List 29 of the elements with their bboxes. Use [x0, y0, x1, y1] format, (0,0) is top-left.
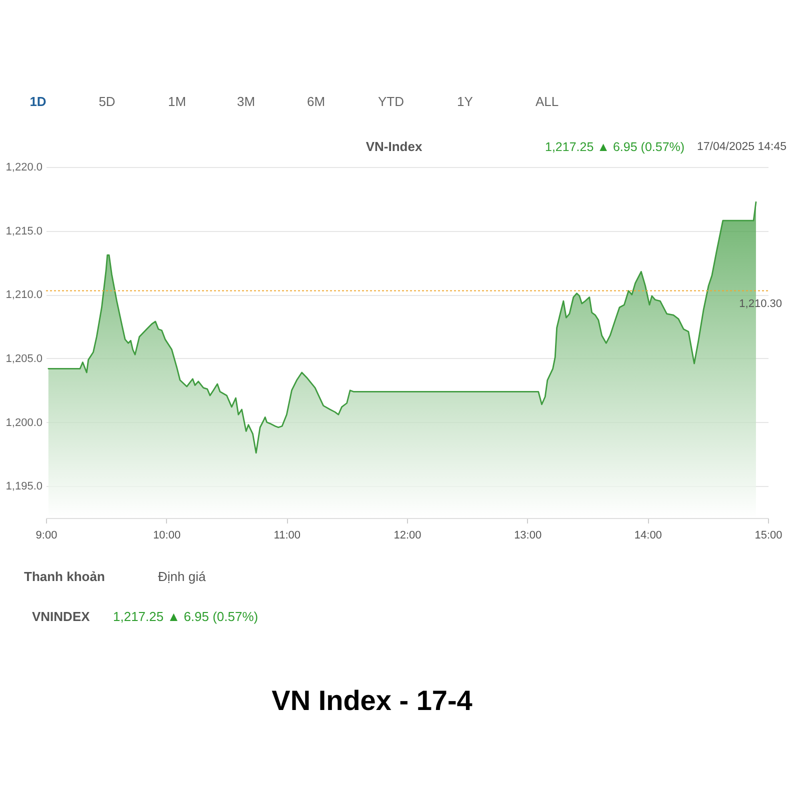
x-tick-label: 10:00	[153, 530, 181, 542]
y-tick-label: 1,205.0	[6, 352, 42, 365]
text: 1,217.25 ▲ 6.95 (0.57%)	[545, 140, 685, 154]
y-tick-label: 1,200.0	[6, 416, 42, 429]
text: VNINDEX	[32, 609, 90, 624]
text: 5D	[98, 94, 116, 109]
text: 1D	[30, 94, 46, 109]
chart-title: VN-Index	[366, 139, 423, 154]
text: 6M	[306, 94, 326, 109]
text: Thanh khoản	[24, 569, 105, 584]
y-tick-label: 1,220.0	[6, 162, 42, 174]
x-tick-label: 12:00	[394, 530, 422, 542]
text: Định giá	[158, 569, 206, 584]
y-tick-label: 1,210.0	[6, 289, 42, 302]
text: 1M	[168, 94, 186, 109]
y-tick-label: 1,195.0	[6, 480, 42, 493]
y-tick-label: 1,215.0	[6, 225, 42, 238]
x-tick-label: 11:00	[274, 530, 301, 542]
x-tick-label: 13:00	[514, 530, 542, 542]
text: 1,217.25 ▲ 6.95 (0.57%)	[113, 609, 258, 624]
text: ALL	[535, 94, 559, 109]
x-tick-label: 14:00	[634, 530, 662, 542]
text: 1Y	[457, 94, 474, 109]
text: VN Index - 17-4	[272, 685, 473, 716]
text: 17/04/2025 14:45	[697, 141, 787, 153]
x-tick-label: 15:00	[754, 530, 782, 542]
text: 3M	[236, 94, 256, 109]
x-tick-label: 9:00	[36, 530, 58, 542]
text: YTD	[378, 94, 404, 109]
